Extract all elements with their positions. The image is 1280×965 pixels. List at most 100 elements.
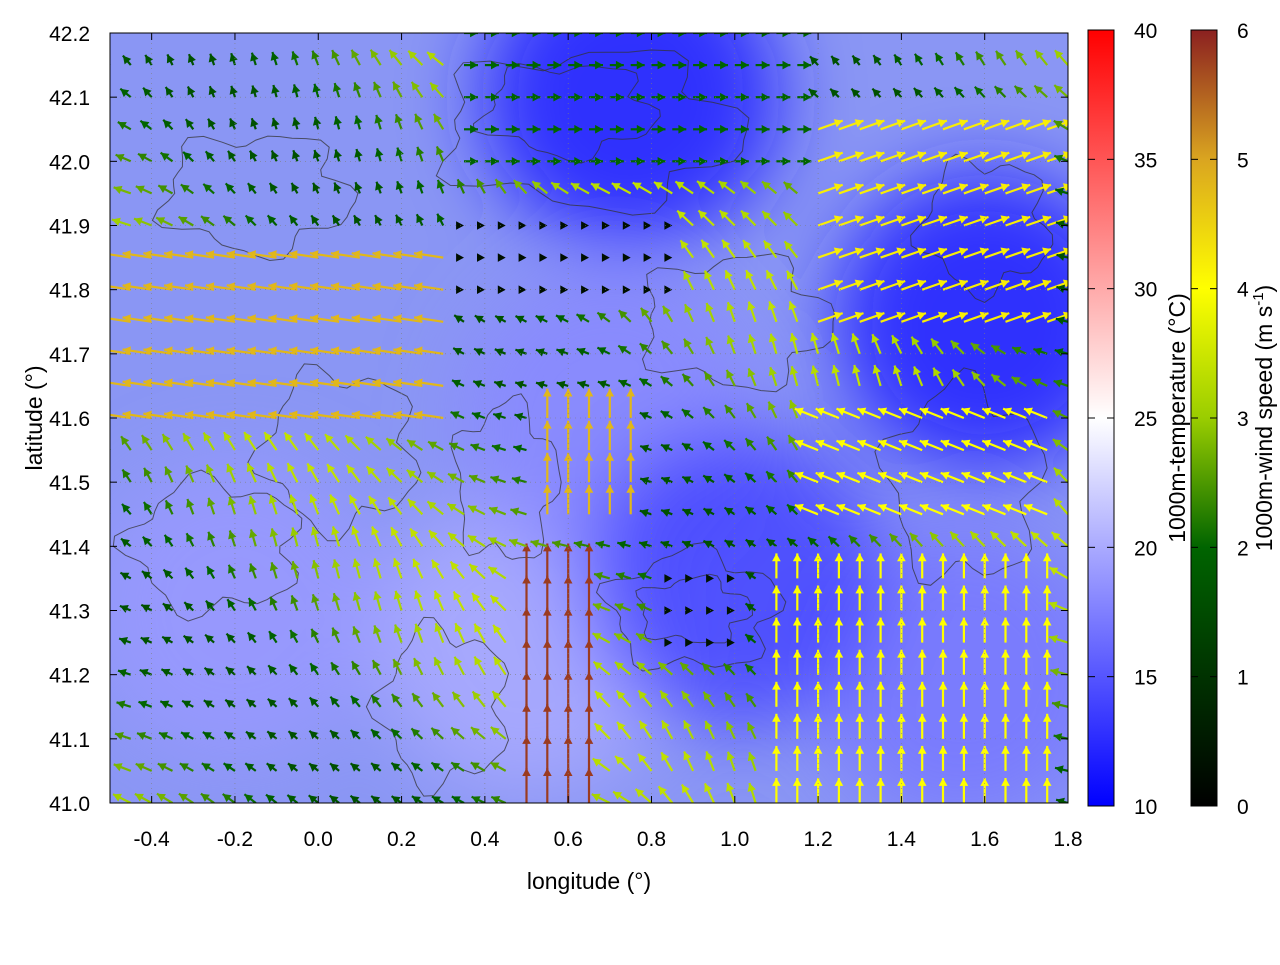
wind-arrow bbox=[308, 794, 319, 803]
wind-arrow bbox=[492, 624, 507, 644]
wind-arrow bbox=[229, 85, 238, 98]
wind-arrow-head bbox=[836, 471, 846, 480]
wind-arrow-head bbox=[703, 540, 713, 549]
wind-arrow bbox=[543, 671, 552, 707]
wind-arrow bbox=[660, 375, 674, 387]
wind-arrow bbox=[526, 92, 541, 102]
wind-arrow-head bbox=[1042, 585, 1052, 594]
wind-arrow bbox=[705, 302, 716, 323]
wind-arrow-head bbox=[552, 540, 561, 549]
wind-arrow-head bbox=[271, 85, 280, 94]
wind-arrow-head bbox=[138, 700, 148, 709]
wind-arrow bbox=[637, 572, 652, 581]
wind-arrow bbox=[614, 661, 632, 676]
wind-arrow bbox=[289, 282, 319, 291]
wind-arrow bbox=[900, 33, 902, 34]
wind-arrow-head bbox=[535, 315, 545, 324]
wind-arrow bbox=[184, 282, 215, 291]
wind-arrow bbox=[332, 82, 342, 98]
wind-arrow-head bbox=[980, 681, 989, 690]
wind-arrow bbox=[575, 313, 590, 323]
wind-arrow bbox=[929, 531, 944, 548]
wind-arrow-head bbox=[415, 146, 425, 156]
wind-arrow-head bbox=[207, 566, 215, 576]
wind-arrow bbox=[817, 151, 844, 163]
wind-arrow bbox=[159, 700, 173, 709]
wind-arrow bbox=[329, 729, 340, 740]
wind-arrow-head bbox=[682, 540, 691, 549]
wind-arrow-head bbox=[178, 793, 188, 802]
wind-arrow bbox=[164, 410, 194, 420]
wind-arrow-head bbox=[563, 452, 573, 461]
wind-arrow-head bbox=[393, 659, 401, 669]
wind-arrow bbox=[635, 661, 653, 676]
wind-arrow bbox=[303, 432, 320, 451]
wind-arrow-head bbox=[854, 247, 864, 256]
wind-arrow bbox=[921, 151, 948, 163]
wind-arrow-head bbox=[782, 33, 791, 38]
wind-arrow bbox=[344, 434, 361, 451]
wind-arrow-head bbox=[854, 311, 864, 320]
wind-arrow-head bbox=[268, 250, 277, 259]
wind-arrow-head bbox=[81, 379, 90, 388]
wind-arrow bbox=[755, 33, 770, 38]
wind-arrow-head bbox=[539, 221, 548, 230]
wind-arrow-head bbox=[532, 33, 541, 38]
wind-arrow-head bbox=[412, 693, 421, 703]
wind-arrow bbox=[1033, 84, 1048, 99]
wind-arrow-head bbox=[96, 669, 105, 677]
wind-arrow-head bbox=[616, 572, 625, 581]
wind-arrow bbox=[368, 495, 382, 515]
wind-arrow-head bbox=[917, 119, 926, 128]
wind-arrow-head bbox=[664, 606, 673, 615]
wind-arrow bbox=[208, 85, 217, 98]
wind-arrow-head bbox=[187, 54, 196, 63]
wind-arrow-head bbox=[722, 239, 731, 249]
wind-arrow-head bbox=[595, 33, 603, 38]
wind-arrow bbox=[1055, 797, 1068, 803]
wind-arrow-head bbox=[1001, 553, 1010, 562]
wind-arrow bbox=[475, 178, 486, 194]
wind-arrow-head bbox=[201, 216, 210, 225]
wind-arrow bbox=[772, 585, 781, 611]
wind-arrow bbox=[332, 592, 341, 611]
wind-arrow bbox=[414, 590, 424, 611]
wind-arrow bbox=[563, 543, 573, 579]
wind-arrow bbox=[605, 388, 615, 418]
wind-arrow-head bbox=[869, 534, 878, 544]
wind-arrow-head bbox=[165, 87, 174, 96]
wind-arrow-head bbox=[813, 778, 823, 786]
wind-arrow-shaft bbox=[110, 381, 131, 387]
wind-arrow-head bbox=[122, 346, 131, 355]
wind-arrow bbox=[1022, 745, 1031, 771]
wind-arrow bbox=[961, 471, 986, 484]
wind-arrow bbox=[893, 53, 903, 66]
wind-arrow-head bbox=[1016, 16, 1024, 25]
wind-arrow bbox=[961, 407, 986, 420]
wind-arrow-head bbox=[892, 365, 902, 375]
wind-arrow-shaft bbox=[110, 384, 111, 386]
wind-arrow-head bbox=[497, 285, 506, 294]
wind-arrow-head bbox=[792, 778, 802, 786]
wind-arrow bbox=[286, 794, 299, 803]
wind-arrow bbox=[597, 380, 611, 389]
wind-arrow bbox=[851, 54, 861, 66]
wind-arrow bbox=[584, 607, 594, 643]
wind-arrow bbox=[161, 635, 174, 645]
wind-arrow bbox=[1022, 553, 1031, 579]
wind-arrow bbox=[921, 311, 948, 323]
wind-arrow bbox=[702, 691, 715, 708]
wind-arrow bbox=[892, 87, 903, 98]
wind-arrow bbox=[547, 124, 562, 134]
wind-arrow-head bbox=[290, 595, 299, 605]
wind-arrow bbox=[245, 730, 257, 740]
wind-arrow-head bbox=[312, 150, 322, 159]
y-axis-label: latitude (°) bbox=[21, 365, 47, 470]
wind-arrow bbox=[514, 315, 528, 324]
wind-arrow-head bbox=[205, 378, 215, 387]
wind-arrow-head bbox=[494, 656, 502, 666]
wind-arrow-shaft bbox=[921, 33, 923, 34]
wind-arrow bbox=[140, 603, 153, 613]
wind-arrow-head bbox=[959, 713, 969, 722]
